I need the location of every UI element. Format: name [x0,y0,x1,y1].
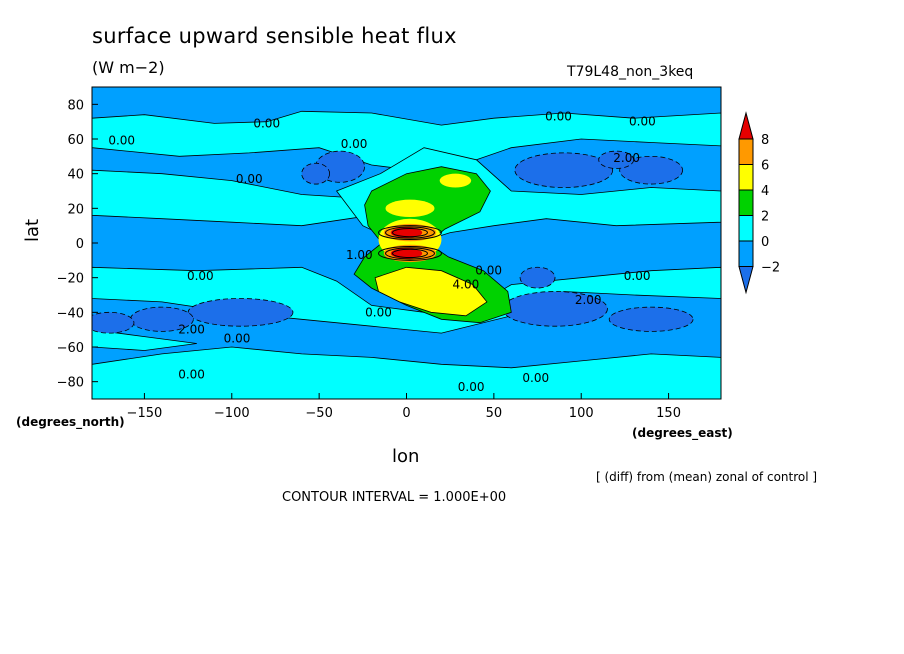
contour-label: 2.00 [575,293,602,307]
band-below-minus2-region [130,306,194,332]
y-tick-label: 0 [76,237,84,252]
band-below-minus2-region [619,155,683,185]
colorbar-label: 4 [761,184,769,199]
y-tick-label: 60 [67,133,84,148]
y-tick-label: 80 [67,98,84,113]
colorbar-label: −2 [761,261,780,276]
contour-label: 0.00 [629,115,656,129]
contour-label: 4.00 [453,278,480,292]
contour-label: 0.00 [458,380,485,394]
x-tick-label: −50 [305,406,332,421]
contour-line [378,225,442,241]
band-below-minus2-region [519,266,556,289]
x-tick-label: −150 [127,406,163,421]
x-tick-label: −100 [214,406,250,421]
x-tick-label: 100 [569,406,594,421]
contour-interval-note: CONTOUR INTERVAL = 1.000E+00 [282,490,507,505]
colorbar-label: 6 [761,159,769,174]
contour-line [378,245,442,261]
contour-line [385,247,435,260]
band-below-minus2-region [514,152,614,188]
degrees-east-label: (degrees_east) [632,426,733,440]
contour-label: 2.00 [178,323,205,337]
band-above-8-region [390,248,423,259]
colorbar-label: 2 [761,210,769,225]
contour-label: 0.00 [475,264,502,278]
y-tick-label: −60 [57,341,84,356]
colorbar-label: 0 [761,235,769,250]
x-tick-label: 50 [486,406,503,421]
colorbar-label: 8 [761,133,769,148]
contour-line [392,248,428,259]
contour-line [392,227,428,238]
contour-label: 0.00 [178,368,205,382]
contour-label: 0.00 [236,172,263,186]
colorbar-swatch-below-minus2 [738,266,754,295]
contour-line [385,226,435,239]
y-axis: 80 60 40 20 0 −20 −40 −60 −80 [57,98,98,391]
band-4-6-region [439,173,472,188]
contour-label: 0.00 [545,109,572,123]
colorbar-swatch [738,215,754,242]
band-4-6-region [374,266,488,317]
x-axis: −150 −100 −50 0 50 100 150 [127,393,681,421]
diff-note: [ (diff) from (mean) zonal of control ] [596,470,818,484]
colorbar-swatch [738,240,754,267]
band-0-2-region [92,346,721,399]
band-0-2-region [92,110,721,175]
band-below-minus2-region [301,162,331,185]
y-tick-label: 20 [67,202,84,217]
colorbar: 8 6 4 2 0 −2 [738,111,780,295]
x-tick-label: 0 [402,406,410,421]
units-label: (W m−2) [92,58,165,77]
colorbar-swatch-above-8 [738,111,754,140]
band-4-6-region [385,199,435,217]
chart-title: surface upward sensible heat flux [92,24,457,48]
band-above-8-region [390,227,423,238]
contour-label: 0.00 [522,371,549,385]
contour-label: 0.00 [341,137,368,151]
y-tick-label: −80 [57,376,84,391]
contour-label: 0.00 [224,331,251,345]
contour-labels: 0.00 0.00 0.00 0.00 0.00 0.00 2.00 0.00 1.00 4.00… [108,109,655,393]
y-tick-label: −40 [57,306,84,321]
contour-label: 0.00 [108,134,135,148]
x-axis-label: lon [392,446,420,467]
colorbar-swatch [738,189,754,216]
y-axis-label: lat [22,218,43,242]
y-tick-label: −20 [57,272,84,287]
contour-label: 0.00 [187,269,214,283]
band-below-minus2-region [92,311,135,334]
contour-label: 0.00 [365,305,392,319]
run-name: T79L48_non_3keq [567,64,694,80]
band-below-minus2-region [187,298,294,327]
degrees-north-label: (degrees_north) [16,415,125,429]
contour-label: 1.00 [346,248,373,262]
band-0-2-region [92,329,197,351]
colorbar-swatch [738,138,754,165]
y-tick-label: 40 [67,168,84,183]
x-tick-label: 150 [656,406,681,421]
band-below-minus2-region [608,306,694,332]
band-below-minus2-region [598,150,635,169]
contour-label: 2.00 [613,151,640,165]
filled-contour-field [92,87,721,399]
colorbar-swatch [738,164,754,191]
contour-label: 0.00 [253,116,280,130]
contour-label: 0.00 [624,269,651,283]
